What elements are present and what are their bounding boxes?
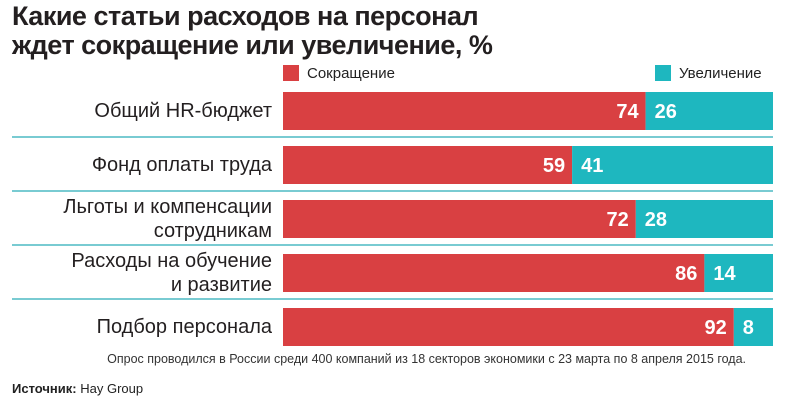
value-label-decrease: 72: [607, 209, 629, 231]
category-label-line: Фонд оплаты труда: [91, 154, 272, 176]
chart-title: Какие статьи расходов на персонал ждет с…: [12, 2, 652, 60]
bar-increase: [645, 92, 773, 130]
legend-increase: Увеличение: [655, 63, 762, 83]
title-line-1: Какие статьи расходов на персонал: [12, 1, 479, 31]
bar-decrease: [283, 200, 636, 238]
value-label-increase: 14: [713, 263, 736, 285]
value-label-decrease: 86: [675, 263, 697, 285]
category-label: Общий HR-бюджет: [94, 99, 272, 123]
category-label: Фонд оплаты труда: [92, 153, 272, 177]
value-label-decrease: 59: [543, 155, 565, 177]
category-label-line: Подбор персонала: [96, 316, 272, 338]
legend-increase-swatch: [655, 65, 671, 81]
source-line: Источник: Hay Group: [12, 381, 143, 396]
bar-decrease: [283, 92, 646, 130]
category-label: Льготы и компенсации сотрудникам: [63, 195, 272, 243]
value-label-increase: 41: [581, 155, 603, 177]
bar-increase: [572, 146, 773, 184]
category-label-line: Расходы на обучение: [71, 250, 272, 272]
legend-decrease-label: Сокращение: [307, 64, 395, 82]
value-label-increase: 8: [743, 317, 754, 339]
category-label-line: Льготы и компенсации: [63, 196, 272, 218]
legend-decrease: Сокращение: [283, 63, 395, 83]
bar-increase: [733, 308, 773, 346]
category-label-line: Общий HR-бюджет: [94, 100, 272, 122]
legend-decrease-swatch: [283, 65, 299, 81]
bar-decrease: [283, 254, 705, 292]
value-label-increase: 28: [645, 209, 667, 231]
category-label-line: сотрудникам: [153, 220, 272, 242]
value-label-decrease: 92: [705, 317, 727, 339]
bar-increase: [704, 254, 773, 292]
bar-decrease: [283, 308, 734, 346]
legend-increase-label: Увеличение: [679, 64, 762, 82]
category-label: Расходы на обучение и развитие: [71, 249, 272, 297]
bar-increase: [635, 200, 773, 238]
source-value: Hay Group: [80, 381, 144, 396]
value-label-decrease: 74: [616, 101, 639, 123]
footnote: Опрос проводился в России среди 400 комп…: [107, 352, 746, 366]
title-line-2: ждет сокращение или увеличение, %: [12, 30, 493, 60]
source-label: Источник:: [12, 381, 77, 396]
category-label-line: и развитие: [170, 274, 272, 296]
bar-decrease: [283, 146, 573, 184]
category-label: Подбор персонала: [97, 315, 272, 339]
value-label-increase: 26: [655, 101, 677, 123]
